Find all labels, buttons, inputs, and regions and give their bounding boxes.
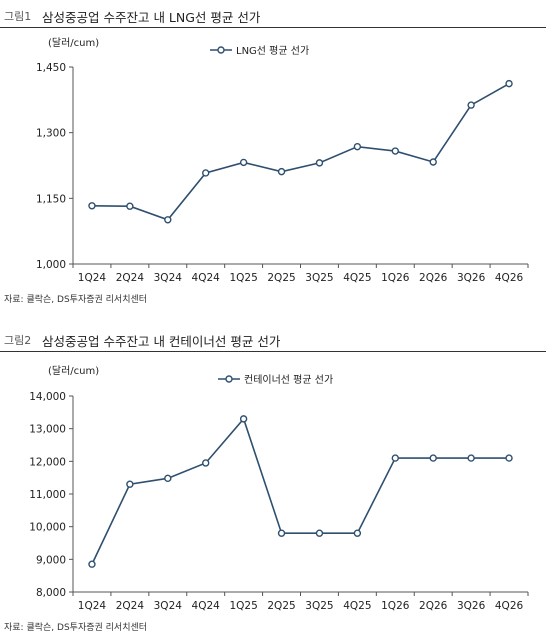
figure-1-title: 삼성중공업 수주잔고 내 LNG선 평균 선가: [42, 10, 261, 25]
y-tick-label: 12,000: [29, 456, 66, 468]
data-point: [467, 101, 475, 109]
figure-2-header: 그림2 삼성중공업 수주잔고 내 컨테이너선 평균 선가: [0, 330, 546, 352]
chart-2-container-price: (달러/cum) 8,000 9,000 10,000 11,000 12,000 13,0…: [29, 365, 529, 612]
x-tick-label: 3Q26: [457, 600, 486, 612]
figure-1-header: 그림1 삼성중공업 수주잔고 내 LNG선 평균 선가: [0, 6, 546, 28]
data-point: [277, 529, 286, 537]
data-point: [391, 147, 399, 155]
x-tick-label: 1Q25: [229, 600, 257, 612]
data-point: [88, 560, 96, 568]
x-tick-label: 2Q24: [116, 272, 145, 284]
y-tick-label: 1,300: [36, 128, 66, 140]
figure-2-title-rule: [0, 351, 546, 352]
y-tick-label: 9,000: [36, 554, 66, 566]
data-point: [88, 202, 96, 210]
data-point: [202, 459, 210, 467]
figure-1-source: 자료: 클락슨, DS투자증권 리서치센터: [4, 295, 148, 305]
figure-2-title: 삼성중공업 수주잔고 내 컨테이너선 평균 선가: [42, 334, 281, 349]
data-point: [429, 158, 437, 166]
x-tick-label: 4Q26: [495, 600, 524, 612]
chart-1-lng-price: (달러/cum) 1,000 1,150 1,300 1,450 1Q24 2Q24 3Q24…: [36, 37, 529, 284]
unit-label: (달러/cum): [48, 365, 99, 377]
data-point: [315, 159, 324, 167]
x-tick-label: 2Q25: [267, 272, 295, 284]
x-tick-label: 2Q26: [419, 600, 448, 612]
data-point: [239, 415, 248, 423]
series-line: [91, 82, 510, 221]
figure-2-number: 그림2: [4, 334, 32, 347]
x-tick-label: 3Q26: [457, 272, 486, 284]
data-point: [505, 454, 513, 462]
x-tick-label: 1Q25: [229, 272, 257, 284]
legend-label: 컨테이너선 평균 선가: [244, 374, 333, 386]
y-tick-label: 1,000: [36, 259, 66, 271]
legend-marker: [225, 375, 233, 383]
data-point: [126, 480, 134, 488]
data-point: [353, 142, 362, 151]
data-point: [505, 79, 513, 88]
legend-label: LNG선 평균 선가: [236, 45, 309, 57]
figure-1-title-rule: [0, 27, 546, 28]
data-point: [353, 529, 362, 537]
x-tick-label: 3Q24: [154, 600, 183, 612]
y-tick-label: 13,000: [29, 424, 66, 436]
x-tick-label: 4Q24: [192, 600, 221, 612]
data-point: [429, 454, 437, 462]
x-tick-label: 2Q24: [116, 600, 145, 612]
legend-marker: [217, 46, 225, 54]
x-tick-label: 1Q24: [78, 272, 107, 284]
y-tick-label: 14,000: [29, 391, 66, 403]
x-tick-label: 1Q24: [78, 600, 107, 612]
y-tick-label: 1,450: [36, 62, 66, 74]
figure-1-number: 그림1: [4, 10, 32, 23]
x-tick-label: 3Q24: [154, 272, 183, 284]
data-point: [315, 529, 324, 537]
figure-2-source: 자료: 클락슨, DS투자증권 리서치센터: [4, 623, 148, 633]
data-point: [164, 474, 172, 483]
data-point: [467, 454, 475, 462]
series-line: [91, 417, 510, 565]
y-tick-label: 8,000: [36, 587, 66, 599]
data-point: [239, 158, 248, 167]
data-point: [277, 167, 286, 176]
x-tick-label: 1Q26: [381, 272, 410, 284]
y-tick-label: 1,150: [36, 193, 66, 205]
x-tick-label: 3Q25: [305, 272, 333, 284]
data-point: [391, 454, 399, 462]
y-tick-label: 10,000: [29, 522, 66, 534]
data-point: [164, 216, 172, 224]
x-tick-label: 4Q25: [343, 600, 371, 612]
x-tick-label: 1Q26: [381, 600, 410, 612]
data-point: [126, 202, 134, 210]
unit-label: (달러/cum): [48, 37, 99, 49]
x-tick-label: 4Q25: [343, 272, 371, 284]
data-point: [202, 169, 210, 177]
x-tick-label: 2Q26: [419, 272, 448, 284]
x-tick-label: 3Q25: [305, 600, 333, 612]
x-tick-label: 4Q24: [192, 272, 221, 284]
y-tick-label: 11,000: [29, 489, 66, 501]
x-tick-label: 4Q26: [495, 272, 524, 284]
x-tick-label: 2Q25: [267, 600, 295, 612]
